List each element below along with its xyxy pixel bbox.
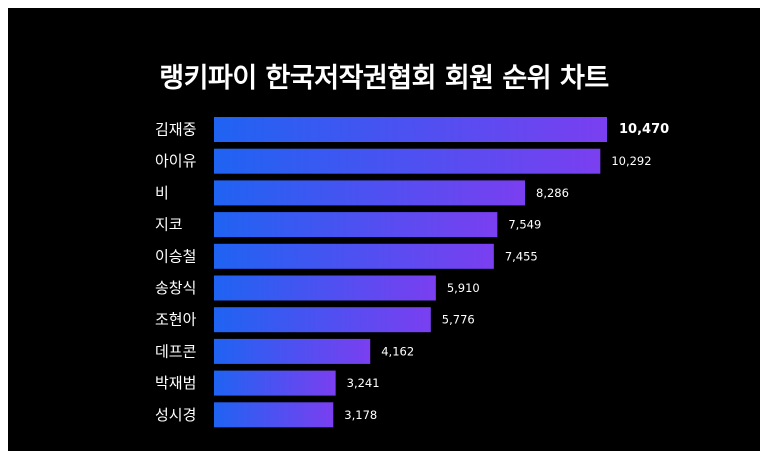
bar	[214, 338, 371, 364]
value-label: 5,910	[447, 281, 480, 295]
category-label: 박재범	[155, 374, 196, 392]
value-label: 4,162	[381, 344, 414, 358]
bar	[214, 117, 607, 142]
bar	[214, 180, 526, 206]
bar	[214, 212, 498, 238]
category-label: 지코	[155, 216, 183, 234]
bar-chart: 김재중 10,470 아이유 10,292 비 8,286 지코 7,549 이승철 7,455 송…	[155, 117, 669, 428]
value-label: 10,470	[619, 122, 669, 137]
bar	[214, 307, 431, 333]
value-label: 10,292	[611, 154, 651, 168]
value-label: 7,549	[508, 218, 541, 232]
bar	[214, 402, 334, 428]
bar	[214, 275, 436, 301]
category-label: 성시경	[155, 406, 196, 424]
category-label: 이승철	[155, 247, 196, 265]
category-label: 조현아	[155, 311, 197, 329]
value-label: 3,241	[347, 376, 380, 390]
chart-frame: 랭키파이 한국저작권협회 회원 순위 차트 김재중 10,470 아이유 10,292…	[8, 8, 760, 451]
bar	[214, 243, 494, 269]
value-label: 7,455	[505, 249, 538, 263]
category-label: 김재중	[155, 121, 196, 139]
value-label: 8,286	[536, 186, 569, 200]
value-label: 3,178	[344, 408, 377, 422]
category-label: 아이유	[155, 152, 197, 170]
category-label: 데프콘	[155, 342, 196, 360]
chart-title: 랭키파이 한국저작권협회 회원 순위 차트	[159, 63, 609, 94]
value-label: 5,776	[442, 313, 475, 327]
bar	[214, 370, 336, 396]
bar	[214, 148, 601, 174]
category-label: 비	[155, 184, 169, 202]
category-label: 송창식	[155, 279, 196, 297]
